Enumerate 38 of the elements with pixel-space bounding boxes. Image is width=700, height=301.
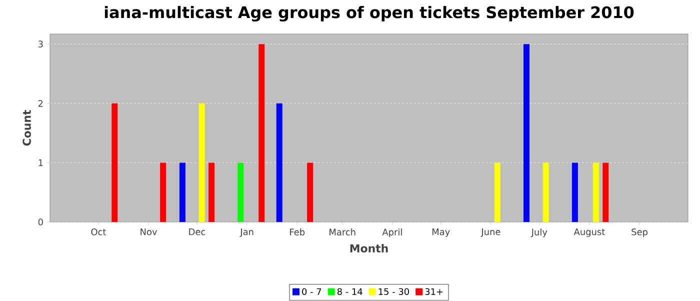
y-tick-label: 0 (38, 218, 43, 226)
bar (198, 104, 205, 222)
legend-label: 15 - 30 (378, 288, 409, 296)
bar (307, 162, 314, 222)
x-tick-label: August (574, 228, 605, 238)
x-tick-label: Feb (290, 228, 305, 236)
x-tick-label: July (530, 228, 548, 238)
bar (494, 162, 500, 222)
bar (523, 44, 530, 222)
bar (179, 162, 186, 222)
y-tick-label: 3 (38, 40, 43, 48)
x-tick-label: Nov (140, 228, 158, 236)
bar (208, 162, 215, 222)
y-tick-label: 2 (38, 100, 43, 107)
bar (572, 162, 578, 222)
bar (542, 162, 549, 222)
bar (602, 162, 609, 222)
x-tick-label: Sep (632, 228, 648, 238)
bar (276, 104, 282, 222)
legend-label: 0 - 7 (302, 288, 322, 296)
x-tick-label: Dec (189, 228, 206, 236)
x-tick-label: June (480, 228, 500, 238)
bar (238, 162, 244, 222)
y-axis-title: Count (22, 110, 31, 146)
x-axis-title: Month (350, 244, 388, 253)
bar (160, 162, 166, 222)
legend-label: 8 - 14 (337, 288, 362, 296)
y-tick-label: 1 (38, 160, 43, 166)
bar (258, 44, 265, 222)
x-tick-label: Oct (91, 228, 106, 236)
x-tick-label: May (432, 228, 450, 238)
legend-label: 31+ (425, 288, 443, 296)
chart-title: iana-multicast Age groups of open tickets September 2010 (104, 6, 634, 22)
x-tick-label: Jan (240, 228, 254, 238)
bar (592, 162, 599, 222)
bar (112, 104, 118, 222)
x-tick-label: March (330, 228, 356, 236)
x-tick-label: April (382, 228, 402, 238)
